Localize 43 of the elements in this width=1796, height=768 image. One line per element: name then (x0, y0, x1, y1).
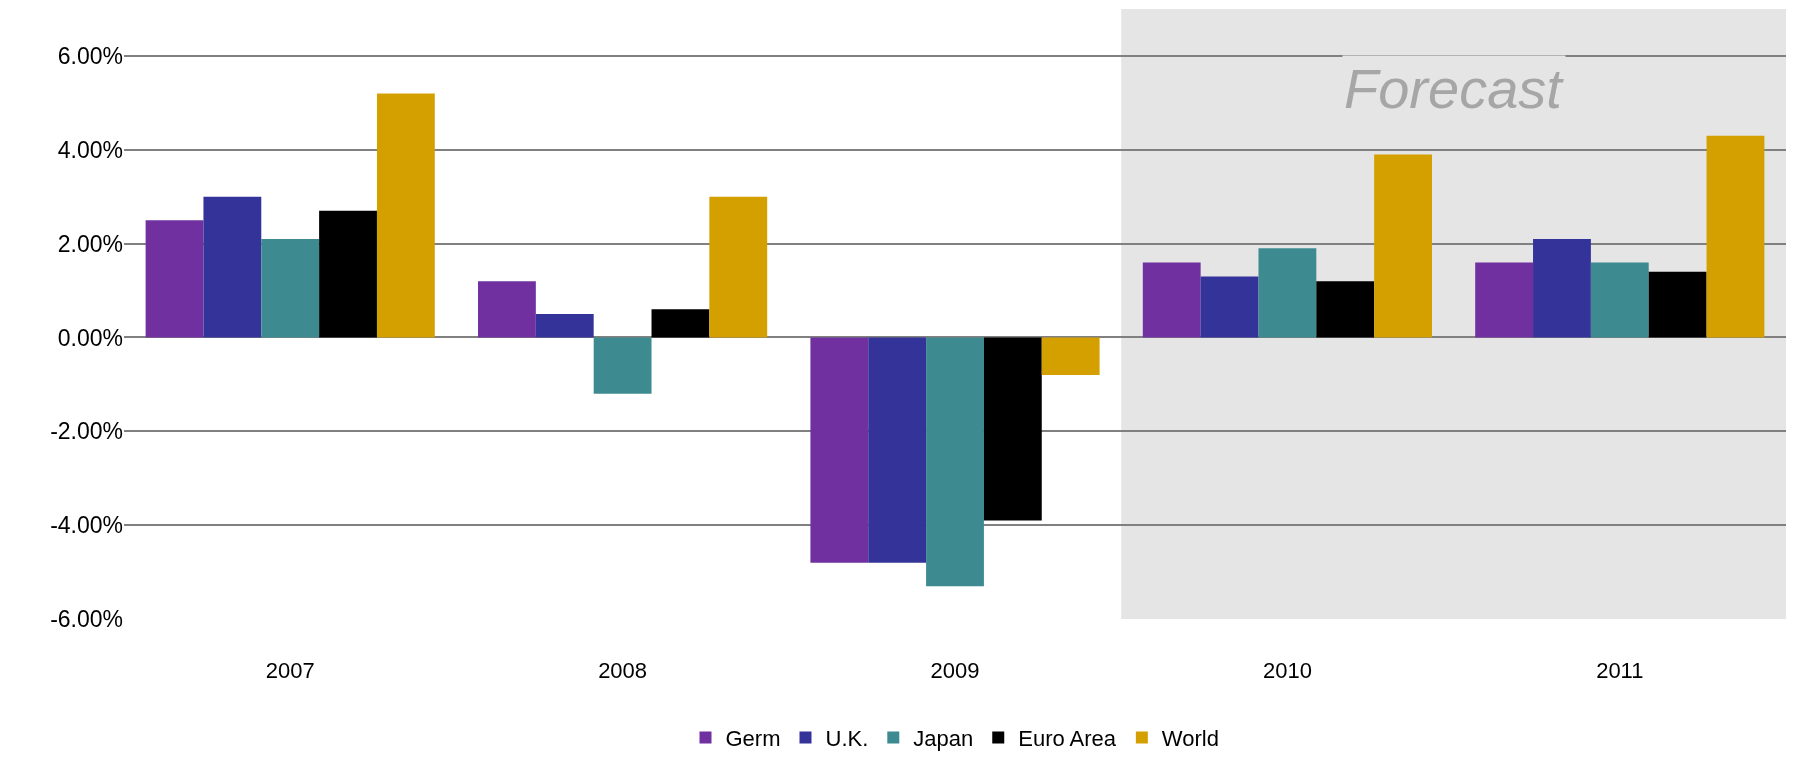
bar (651, 309, 710, 338)
bar (1041, 337, 1100, 375)
y-tick-label: -6.00% (50, 606, 123, 633)
bar (1648, 271, 1707, 338)
legend-label: U.K. (825, 725, 869, 751)
bar (1475, 262, 1534, 338)
bar (926, 337, 984, 587)
bar (1706, 135, 1765, 338)
bar (709, 196, 768, 338)
bar (145, 220, 204, 338)
bar (319, 210, 377, 338)
bar (1200, 276, 1259, 338)
y-tick-label: 6.00% (57, 42, 123, 69)
y-tick-label: 4.00% (57, 136, 123, 163)
bar (983, 337, 1042, 521)
bar (478, 281, 536, 338)
x-tick-label: 2007 (265, 658, 315, 683)
bar (1142, 262, 1201, 338)
legend-label: Euro Area (1018, 725, 1117, 751)
bar (810, 337, 869, 563)
y-tick-label: -4.00% (50, 512, 123, 539)
bar (1374, 154, 1432, 338)
bar (1533, 238, 1591, 338)
y-tick-label: -2.00% (50, 418, 123, 445)
bar (261, 238, 320, 338)
x-tick-label: 2009 (930, 658, 980, 683)
y-tick-label: 0.00% (57, 324, 123, 351)
bar (203, 196, 262, 338)
band-label: Forecast (1344, 57, 1565, 120)
legend-label: World (1161, 725, 1219, 751)
bar (376, 93, 435, 338)
bar (1316, 281, 1375, 338)
bar (1590, 262, 1649, 338)
bar (868, 337, 927, 563)
x-tick-label: 2011 (1596, 658, 1644, 683)
legend-label: Germ (725, 725, 781, 751)
bar (1258, 248, 1317, 338)
x-tick-label: 2008 (598, 658, 648, 683)
legend-label: Japan (913, 725, 974, 751)
y-tick-label: 2.00% (57, 230, 123, 257)
bar (535, 314, 594, 338)
bar (593, 337, 652, 394)
x-tick-label: 2010 (1262, 658, 1312, 683)
